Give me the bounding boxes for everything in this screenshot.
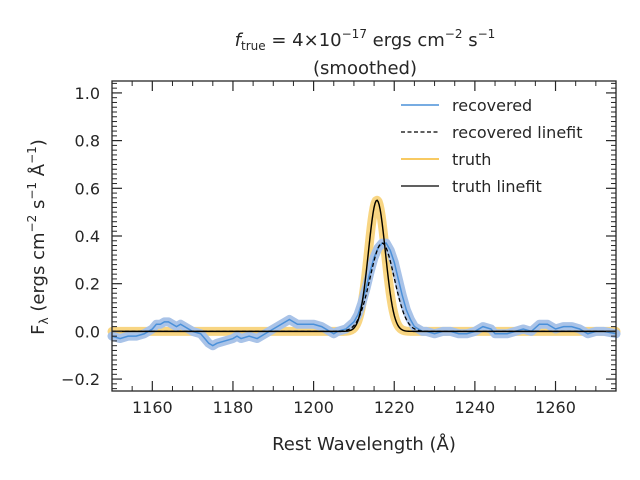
title-units: ergs cm [367,30,445,51]
legend-label-recovered-linefit: recovered linefit [452,123,583,142]
ylabel-A: Å [27,163,49,182]
legend-label-truth: truth [452,150,491,169]
ylabel-exp3: −1 [25,146,39,164]
x-axis-label: Rest Wavelength (Å) [272,433,456,455]
x-tick-label: 1160 [132,398,173,417]
y-tick-label: 0.0 [75,322,100,341]
ylabel-sub: λ [37,317,51,324]
recovered-linefit-line [112,242,616,333]
series-lines [111,199,617,347]
ylabel-exp1: −2 [25,215,39,233]
ylabel-s: s [28,200,49,215]
title-eq: = 4×10 [266,30,342,51]
ylabel-close: ) [28,139,49,146]
y-tick-label: 1.0 [75,84,100,103]
y-tick-label: −0.2 [61,370,100,389]
title-sub: true [241,39,266,53]
y-tick-label: 0.4 [75,227,100,246]
ylabel-rest: (ergs cm [28,232,49,317]
y-tick-label: 0.8 [75,132,100,151]
y-tick-label: 0.6 [75,179,100,198]
chart-title-line2: (smoothed) [313,58,417,79]
axis-ticks: 1160 1180 1200 1220 1240 1260 −0.2 0.0 0.2 0.4 0.6… [61,81,617,417]
x-tick-label: 1240 [455,398,496,417]
x-tick-label: 1260 [535,398,576,417]
title-units-exp2: −1 [478,27,496,41]
legend: recovered recovered linefit truth truth … [401,96,583,196]
title-exp: −17 [342,27,367,41]
truth-band [107,195,621,336]
title-units-exp1: −2 [445,27,463,41]
chart-title-line1: ftrue = 4×10−17 ergs cm−2 s−1 [235,27,496,53]
title-units-s: s [463,30,478,51]
x-tick-label: 1180 [213,398,254,417]
y-axis-label: Fλ (ergs cm−2 s−1 Å−1) [25,139,51,335]
legend-label-truth-linefit: truth linefit [452,177,542,196]
legend-label-recovered: recovered [452,96,532,115]
title-f: f [235,30,244,51]
ylabel-main: F [28,324,49,334]
y-tick-label: 0.2 [75,275,100,294]
x-tick-label: 1200 [293,398,334,417]
ylabel-exp2: −1 [25,182,39,200]
x-tick-label: 1220 [374,398,415,417]
